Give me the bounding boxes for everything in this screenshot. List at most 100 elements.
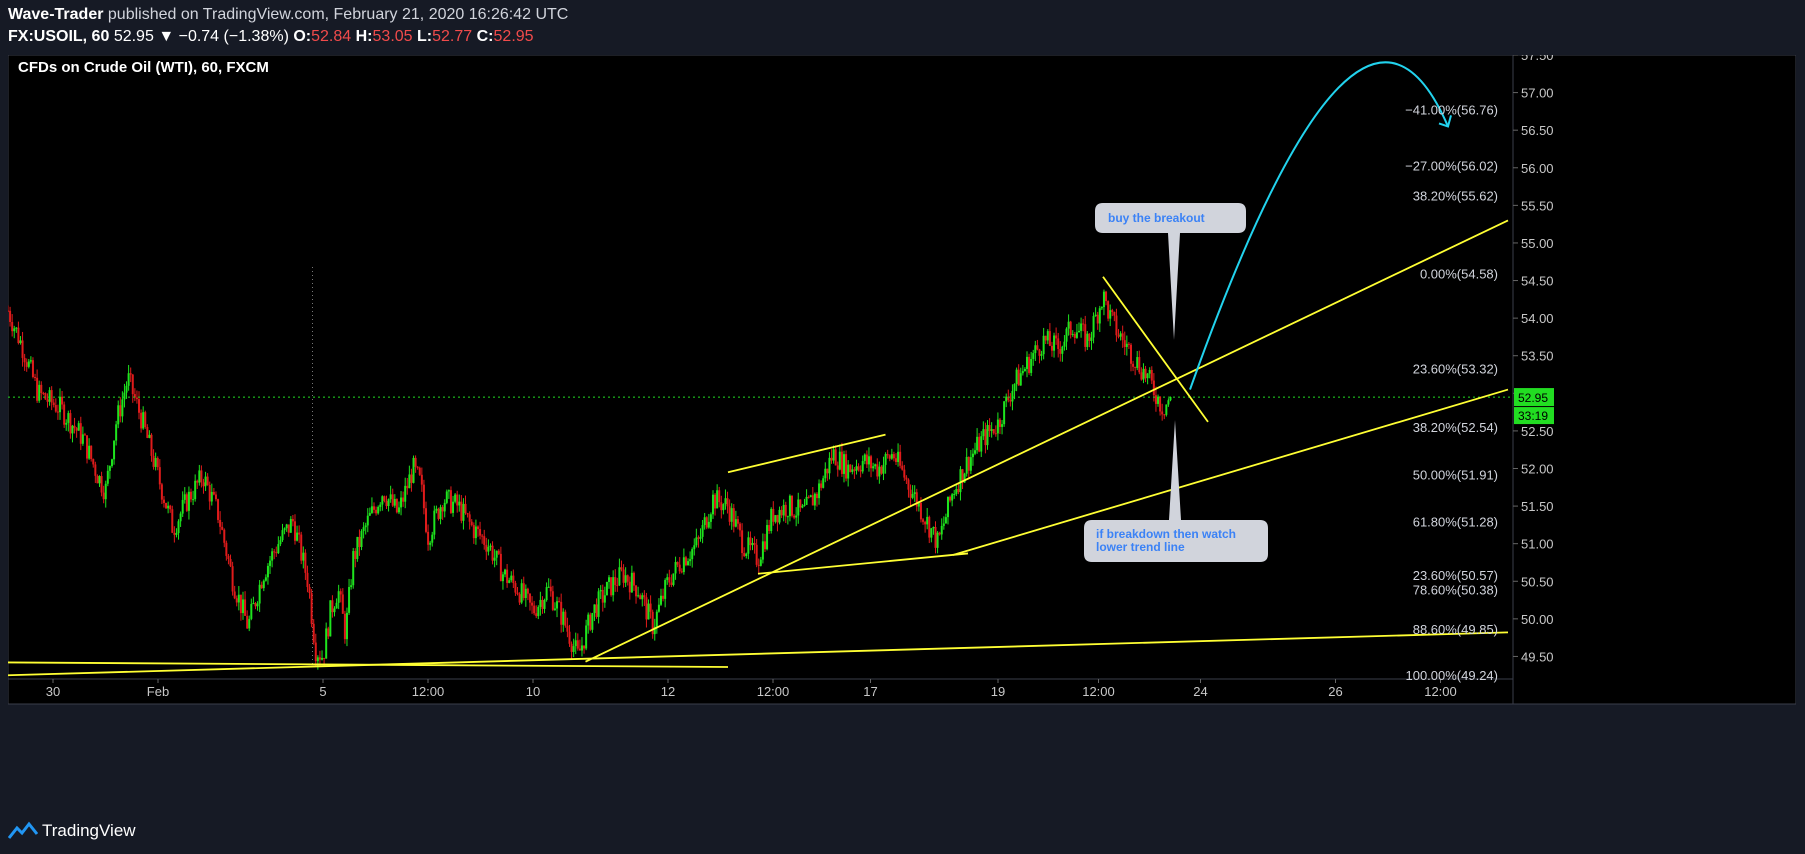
- candle-body: [992, 429, 995, 434]
- candle-body: [462, 503, 465, 521]
- candle-body: [608, 577, 611, 582]
- symbol-label[interactable]: FX:USOIL, 60: [8, 28, 110, 45]
- candle-body: [256, 603, 259, 607]
- candle-body: [1150, 369, 1153, 381]
- chart-container[interactable]: CFDs on Crude Oil (WTI), 60, FXCM 57.50 57…: [7, 48, 1797, 807]
- fib-level-label: 23.60%(53.32): [1413, 361, 1498, 376]
- candle-body: [732, 508, 735, 527]
- candle-body: [915, 492, 918, 507]
- candle-body: [605, 581, 608, 596]
- candle-body: [840, 451, 843, 474]
- candle-body: [21, 340, 24, 358]
- candle-body: [572, 646, 575, 652]
- trendline: [585, 219, 1509, 663]
- last-price: 52.95: [113, 28, 154, 45]
- candle-body: [1105, 291, 1108, 302]
- candle-body: [776, 515, 779, 523]
- candle-body: [237, 594, 240, 603]
- candle-body: [974, 450, 977, 454]
- time-tick-label: 17: [863, 684, 877, 699]
- candle-body: [198, 470, 201, 483]
- candle-body: [807, 496, 810, 498]
- candle-body: [1067, 321, 1070, 329]
- candle-body: [612, 577, 615, 596]
- price-tick-label: 56.50: [1521, 123, 1554, 138]
- candle-body: [11, 321, 14, 332]
- fib-level-label: −27.00%(56.02): [1405, 158, 1498, 173]
- candle-body: [601, 589, 604, 603]
- price-tick-label: 52.50: [1521, 424, 1554, 439]
- publish-line: Wave-Trader published on TradingView.com…: [8, 6, 568, 24]
- candle-body: [585, 625, 588, 649]
- candle-body: [1157, 396, 1160, 404]
- candle-body: [217, 499, 220, 520]
- candle-body: [811, 495, 814, 506]
- candle-body: [27, 361, 30, 367]
- time-tick-label: 12: [661, 684, 675, 699]
- candle-body: [942, 523, 945, 526]
- candle-body: [628, 581, 631, 593]
- candle-body: [1082, 323, 1085, 325]
- candle-body: [899, 451, 902, 466]
- candle-body: [1059, 348, 1062, 354]
- candle-body: [121, 399, 124, 417]
- candle-body: [337, 591, 340, 603]
- candle-body: [894, 458, 897, 463]
- candle-body: [824, 468, 827, 479]
- candle-body: [610, 577, 613, 596]
- candle-body: [1013, 384, 1016, 391]
- tradingview-logo-icon[interactable]: [8, 821, 38, 841]
- candle-body: [716, 490, 719, 509]
- candle-body: [90, 445, 93, 460]
- candle-body: [718, 490, 721, 503]
- candle-body: [518, 594, 521, 603]
- author-name[interactable]: Wave-Trader: [8, 6, 104, 23]
- candle-body: [782, 504, 785, 516]
- candle-body: [994, 433, 997, 435]
- candle-body: [815, 493, 818, 499]
- chart-svg[interactable]: CFDs on Crude Oil (WTI), 60, FXCM57.5057…: [7, 48, 1797, 807]
- candle-body: [630, 572, 633, 593]
- candle-body: [46, 399, 49, 402]
- candle-body: [1009, 400, 1012, 402]
- candle-body: [763, 541, 766, 550]
- candle-body: [645, 597, 648, 620]
- candle-body: [678, 564, 681, 572]
- candle-body: [566, 625, 569, 632]
- candle-body: [701, 525, 704, 537]
- annotation-callout: [1084, 420, 1268, 562]
- candle-body: [283, 528, 286, 531]
- candle-body: [206, 476, 209, 485]
- candle-body: [788, 495, 791, 517]
- footer-brand[interactable]: TradingView: [42, 821, 136, 840]
- candle-body: [285, 524, 288, 529]
- candle-body: [863, 454, 866, 462]
- candle-body: [335, 602, 338, 609]
- candle-body: [223, 529, 226, 543]
- candle-body: [1159, 396, 1162, 412]
- candle-body: [391, 494, 394, 506]
- candle-body: [524, 588, 527, 599]
- candle-body: [1019, 373, 1022, 386]
- candle-body: [932, 527, 935, 529]
- candle-body: [314, 642, 317, 662]
- time-tick-label: Feb: [147, 684, 169, 699]
- candle-body: [466, 513, 469, 515]
- candle-body: [755, 544, 758, 565]
- candle-body: [587, 614, 590, 626]
- candle-body: [254, 603, 257, 607]
- candle-body: [938, 532, 941, 535]
- candle-body: [152, 455, 155, 467]
- candle-body: [1121, 333, 1124, 341]
- candle-body: [356, 536, 359, 559]
- candle-body: [443, 502, 446, 512]
- candle-body: [720, 502, 723, 511]
- candle-body: [31, 360, 34, 378]
- candle-body: [691, 549, 694, 560]
- candle-body: [1165, 404, 1168, 415]
- candle-body: [626, 575, 629, 582]
- fib-level-label: 88.60%(49.85): [1413, 622, 1498, 637]
- candle-body: [358, 536, 361, 547]
- candle-body: [73, 425, 76, 429]
- candle-body: [102, 492, 105, 500]
